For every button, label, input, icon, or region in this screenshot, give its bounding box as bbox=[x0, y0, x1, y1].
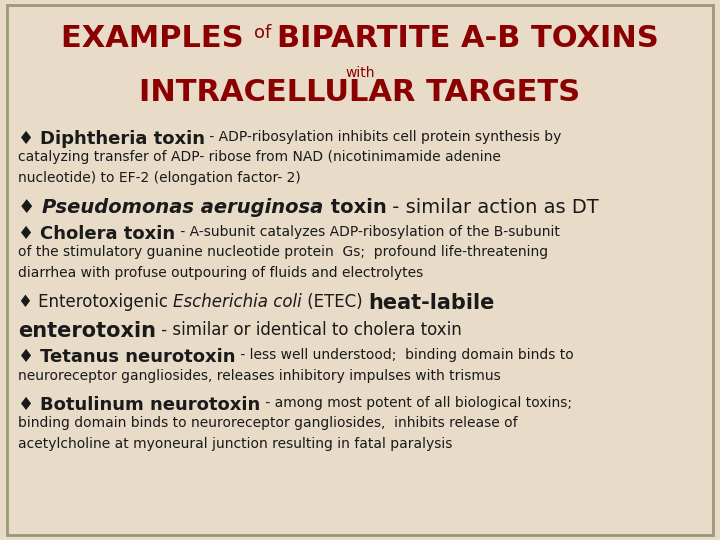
Text: catalyzing transfer of ADP- ribose from NAD (nicotinimamide adenine: catalyzing transfer of ADP- ribose from … bbox=[18, 150, 501, 164]
Text: toxin: toxin bbox=[323, 198, 386, 217]
Text: heat-labile: heat-labile bbox=[368, 293, 494, 313]
Text: acetylcholine at myoneural junction resulting in fatal paralysis: acetylcholine at myoneural junction resu… bbox=[18, 437, 452, 451]
Text: ♦ Enterotoxigenic: ♦ Enterotoxigenic bbox=[18, 293, 174, 310]
Text: - less well understood;  binding domain binds to: - less well understood; binding domain b… bbox=[236, 348, 574, 362]
Text: ♦: ♦ bbox=[18, 348, 40, 366]
Text: (ETEC): (ETEC) bbox=[302, 293, 368, 310]
Text: - similar action as DT: - similar action as DT bbox=[386, 198, 599, 217]
FancyBboxPatch shape bbox=[7, 5, 713, 535]
Text: binding domain binds to neuroreceptor gangliosides,  inhibits release of: binding domain binds to neuroreceptor ga… bbox=[18, 416, 518, 430]
Text: BIPARTITE A-B TOXINS: BIPARTITE A-B TOXINS bbox=[277, 24, 659, 53]
Text: neuroreceptor gangliosides, releases inhibitory impulses with trismus: neuroreceptor gangliosides, releases inh… bbox=[18, 369, 500, 383]
Text: with: with bbox=[346, 66, 374, 80]
Text: ♦: ♦ bbox=[18, 225, 40, 242]
Text: ♦: ♦ bbox=[18, 130, 40, 147]
Text: - among most potent of all biological toxins;: - among most potent of all biological to… bbox=[261, 396, 572, 410]
Text: INTRACELLULAR TARGETS: INTRACELLULAR TARGETS bbox=[140, 78, 580, 107]
Text: Cholera toxin: Cholera toxin bbox=[40, 225, 176, 242]
Text: nucleotide) to EF-2 (elongation factor- 2): nucleotide) to EF-2 (elongation factor- … bbox=[18, 171, 301, 185]
Text: EXAMPLES: EXAMPLES bbox=[61, 24, 254, 53]
Text: Botulinum neurotoxin: Botulinum neurotoxin bbox=[40, 396, 261, 414]
Text: diarrhea with profuse outpouring of fluids and electrolytes: diarrhea with profuse outpouring of flui… bbox=[18, 266, 423, 280]
Text: Tetanus neurotoxin: Tetanus neurotoxin bbox=[40, 348, 236, 366]
Text: - similar or identical to cholera toxin: - similar or identical to cholera toxin bbox=[156, 321, 462, 339]
Text: ♦: ♦ bbox=[18, 198, 42, 217]
Text: - A-subunit catalyzes ADP-ribosylation of the B-subunit: - A-subunit catalyzes ADP-ribosylation o… bbox=[176, 225, 559, 239]
Text: of the stimulatory guanine nucleotide protein  Gs;  profound life-threatening: of the stimulatory guanine nucleotide pr… bbox=[18, 245, 548, 259]
Text: enterotoxin: enterotoxin bbox=[18, 321, 156, 341]
Text: of: of bbox=[254, 24, 277, 42]
Text: Escherichia coli: Escherichia coli bbox=[174, 293, 302, 310]
Text: Pseudomonas aeruginosa: Pseudomonas aeruginosa bbox=[42, 198, 323, 217]
Text: ♦: ♦ bbox=[18, 396, 40, 414]
Text: - ADP-ribosylation inhibits cell protein synthesis by: - ADP-ribosylation inhibits cell protein… bbox=[205, 130, 562, 144]
Text: Diphtheria toxin: Diphtheria toxin bbox=[40, 130, 205, 147]
